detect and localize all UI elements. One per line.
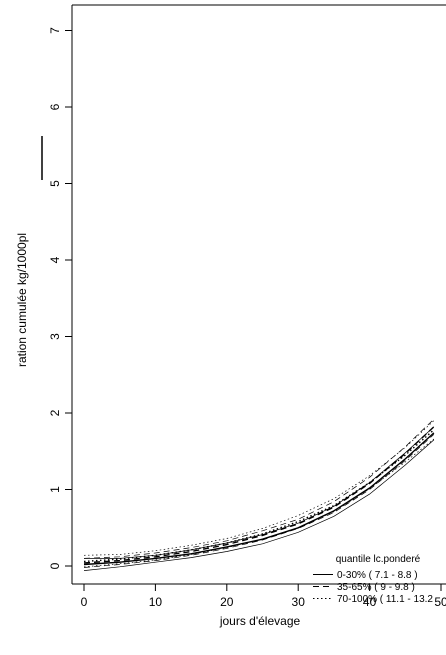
y-tick-label-0: 0: [48, 562, 62, 569]
y-tick-label-6: 6: [48, 103, 62, 110]
legend: quantile lc.ponderé 0-30% ( 7.1 - 8.8 )35…: [313, 554, 433, 605]
y-tick-label-3: 3: [48, 333, 62, 340]
y-tick-label-5: 5: [48, 180, 62, 187]
y-axis-title: ration cumulée kg/1000pl: [15, 233, 29, 367]
legend-title: quantile lc.ponderé: [336, 554, 421, 565]
legend-label-3: 70-100% ( 11.1 - 13.2: [337, 594, 433, 605]
x-tick-label-10: 10: [149, 595, 163, 609]
x-tick-label-0: 0: [81, 595, 88, 609]
series-3-line: [83, 429, 435, 563]
x-axis-title: jours d'élevage: [219, 614, 301, 628]
axes: 0 10 20 30 40 50 0 1 2 3 4 5 6 7: [48, 27, 446, 609]
band-1-lower: [83, 439, 435, 571]
y-tick-label-2: 2: [48, 409, 62, 416]
series-1-line: [83, 432, 435, 566]
band-2-upper: [83, 418, 435, 559]
series-lines: [83, 426, 435, 566]
x-tick-label-50: 50: [434, 595, 446, 609]
y-tick-label-4: 4: [48, 256, 62, 263]
series-2-line: [83, 426, 435, 564]
y-tick-label-7: 7: [48, 27, 62, 34]
x-tick-label-20: 20: [220, 595, 234, 609]
legend-label-1: 0-30% ( 7.1 - 8.8 ): [337, 570, 418, 581]
x-tick-label-40: 40: [363, 595, 377, 609]
confidence-bands: [83, 418, 435, 571]
band-2-lower: [83, 434, 435, 568]
y-tick-label-1: 1: [48, 486, 62, 493]
legend-label-2: 35-65% ( 9 - 9.8 ): [337, 582, 415, 593]
x-tick-label-30: 30: [292, 595, 306, 609]
band-1-upper: [84, 426, 435, 559]
band-3-lower: [83, 438, 435, 568]
band-3-upper: [83, 420, 435, 556]
